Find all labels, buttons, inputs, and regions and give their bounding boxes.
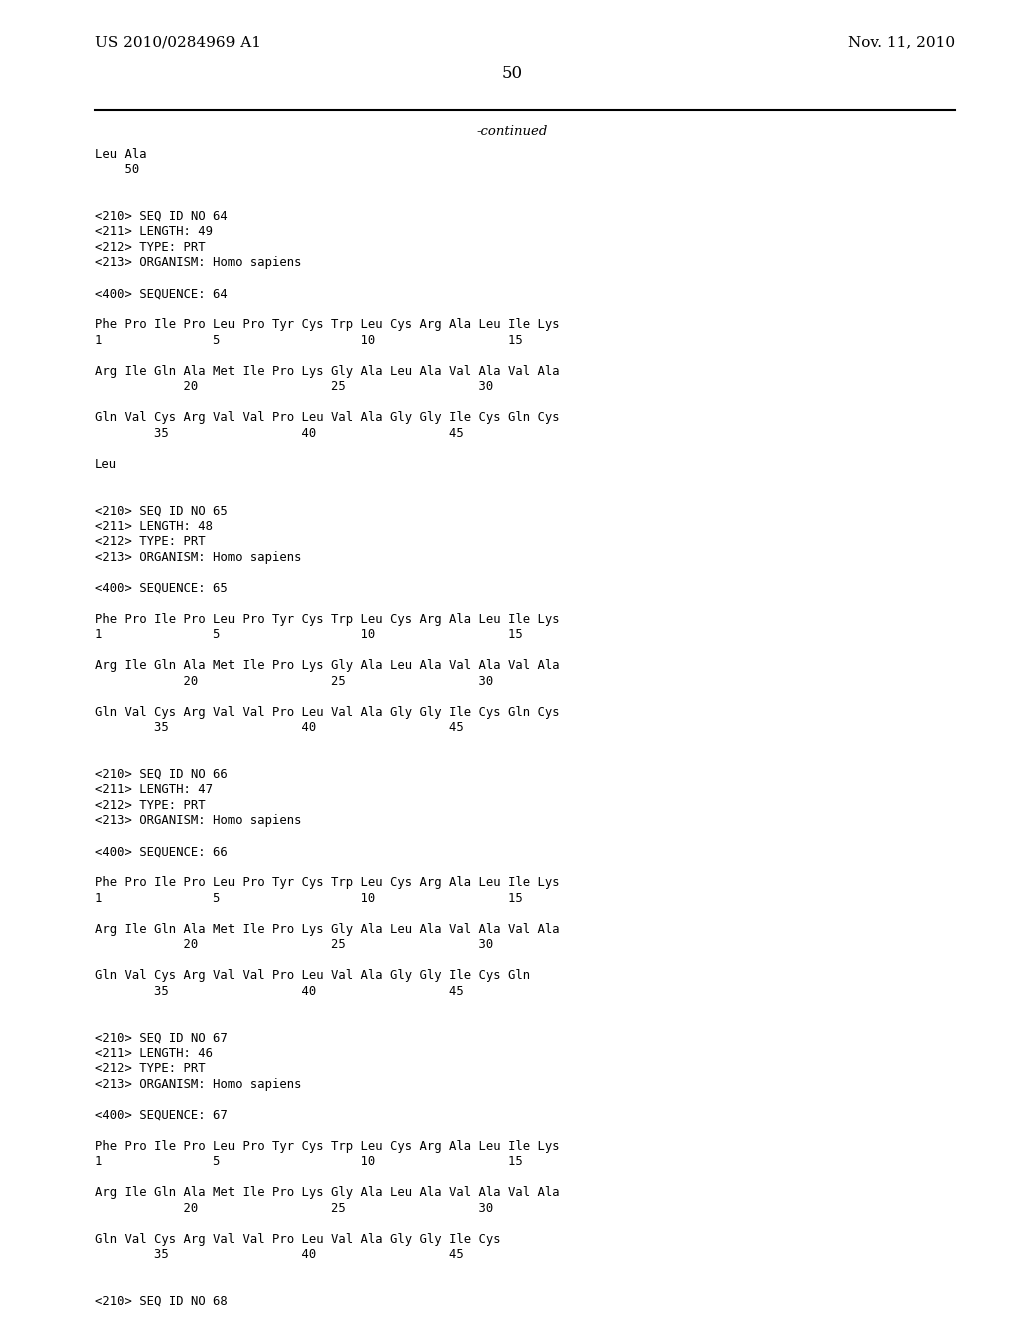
Text: <210> SEQ ID NO 67: <210> SEQ ID NO 67 bbox=[95, 1031, 227, 1044]
Text: <400> SEQUENCE: 67: <400> SEQUENCE: 67 bbox=[95, 1109, 227, 1122]
Text: <211> LENGTH: 46: <211> LENGTH: 46 bbox=[95, 1047, 213, 1060]
Text: 50: 50 bbox=[95, 164, 139, 177]
Text: Phe Pro Ile Pro Leu Pro Tyr Cys Trp Leu Cys Arg Ala Leu Ile Lys: Phe Pro Ile Pro Leu Pro Tyr Cys Trp Leu … bbox=[95, 876, 560, 890]
Text: Phe Pro Ile Pro Leu Pro Tyr Cys Trp Leu Cys Arg Ala Leu Ile Lys: Phe Pro Ile Pro Leu Pro Tyr Cys Trp Leu … bbox=[95, 318, 560, 331]
Text: Gln Val Cys Arg Val Val Pro Leu Val Ala Gly Gly Ile Cys Gln Cys: Gln Val Cys Arg Val Val Pro Leu Val Ala … bbox=[95, 412, 560, 425]
Text: <213> ORGANISM: Homo sapiens: <213> ORGANISM: Homo sapiens bbox=[95, 1078, 301, 1092]
Text: Leu Ala: Leu Ala bbox=[95, 148, 146, 161]
Text: <211> LENGTH: 49: <211> LENGTH: 49 bbox=[95, 226, 213, 239]
Text: <212> TYPE: PRT: <212> TYPE: PRT bbox=[95, 799, 206, 812]
Text: Arg Ile Gln Ala Met Ile Pro Lys Gly Ala Leu Ala Val Ala Val Ala: Arg Ile Gln Ala Met Ile Pro Lys Gly Ala … bbox=[95, 1187, 560, 1200]
Text: <212> TYPE: PRT: <212> TYPE: PRT bbox=[95, 536, 206, 549]
Text: US 2010/0284969 A1: US 2010/0284969 A1 bbox=[95, 36, 261, 49]
Text: <400> SEQUENCE: 64: <400> SEQUENCE: 64 bbox=[95, 288, 227, 301]
Text: -continued: -continued bbox=[476, 125, 548, 139]
Text: <400> SEQUENCE: 65: <400> SEQUENCE: 65 bbox=[95, 582, 227, 595]
Text: <210> SEQ ID NO 66: <210> SEQ ID NO 66 bbox=[95, 768, 227, 781]
Text: 20                  25                  30: 20 25 30 bbox=[95, 675, 494, 688]
Text: <210> SEQ ID NO 68: <210> SEQ ID NO 68 bbox=[95, 1295, 227, 1308]
Text: 35                  40                  45: 35 40 45 bbox=[95, 985, 464, 998]
Text: Arg Ile Gln Ala Met Ile Pro Lys Gly Ala Leu Ala Val Ala Val Ala: Arg Ile Gln Ala Met Ile Pro Lys Gly Ala … bbox=[95, 660, 560, 672]
Text: <400> SEQUENCE: 66: <400> SEQUENCE: 66 bbox=[95, 846, 227, 858]
Text: Leu: Leu bbox=[95, 458, 117, 471]
Text: Gln Val Cys Arg Val Val Pro Leu Val Ala Gly Gly Ile Cys: Gln Val Cys Arg Val Val Pro Leu Val Ala … bbox=[95, 1233, 501, 1246]
Text: 1               5                   10                  15: 1 5 10 15 bbox=[95, 628, 522, 642]
Text: Arg Ile Gln Ala Met Ile Pro Lys Gly Ala Leu Ala Val Ala Val Ala: Arg Ile Gln Ala Met Ile Pro Lys Gly Ala … bbox=[95, 366, 560, 378]
Text: 20                  25                  30: 20 25 30 bbox=[95, 380, 494, 393]
Text: <211> LENGTH: 47: <211> LENGTH: 47 bbox=[95, 784, 213, 796]
Text: 50: 50 bbox=[502, 65, 522, 82]
Text: 1               5                   10                  15: 1 5 10 15 bbox=[95, 334, 522, 347]
Text: Gln Val Cys Arg Val Val Pro Leu Val Ala Gly Gly Ile Cys Gln: Gln Val Cys Arg Val Val Pro Leu Val Ala … bbox=[95, 969, 530, 982]
Text: 1               5                   10                  15: 1 5 10 15 bbox=[95, 1155, 522, 1168]
Text: 20                  25                  30: 20 25 30 bbox=[95, 1203, 494, 1214]
Text: 35                  40                  45: 35 40 45 bbox=[95, 1249, 464, 1262]
Text: <212> TYPE: PRT: <212> TYPE: PRT bbox=[95, 1063, 206, 1076]
Text: 1               5                   10                  15: 1 5 10 15 bbox=[95, 892, 522, 906]
Text: Phe Pro Ile Pro Leu Pro Tyr Cys Trp Leu Cys Arg Ala Leu Ile Lys: Phe Pro Ile Pro Leu Pro Tyr Cys Trp Leu … bbox=[95, 1140, 560, 1152]
Text: 35                  40                  45: 35 40 45 bbox=[95, 722, 464, 734]
Text: <213> ORGANISM: Homo sapiens: <213> ORGANISM: Homo sapiens bbox=[95, 550, 301, 564]
Text: 35                  40                  45: 35 40 45 bbox=[95, 426, 464, 440]
Text: Phe Pro Ile Pro Leu Pro Tyr Cys Trp Leu Cys Arg Ala Leu Ile Lys: Phe Pro Ile Pro Leu Pro Tyr Cys Trp Leu … bbox=[95, 612, 560, 626]
Text: <213> ORGANISM: Homo sapiens: <213> ORGANISM: Homo sapiens bbox=[95, 814, 301, 828]
Text: Arg Ile Gln Ala Met Ile Pro Lys Gly Ala Leu Ala Val Ala Val Ala: Arg Ile Gln Ala Met Ile Pro Lys Gly Ala … bbox=[95, 923, 560, 936]
Text: <210> SEQ ID NO 64: <210> SEQ ID NO 64 bbox=[95, 210, 227, 223]
Text: <210> SEQ ID NO 65: <210> SEQ ID NO 65 bbox=[95, 504, 227, 517]
Text: <213> ORGANISM: Homo sapiens: <213> ORGANISM: Homo sapiens bbox=[95, 256, 301, 269]
Text: <211> LENGTH: 48: <211> LENGTH: 48 bbox=[95, 520, 213, 533]
Text: <212> TYPE: PRT: <212> TYPE: PRT bbox=[95, 242, 206, 253]
Text: Nov. 11, 2010: Nov. 11, 2010 bbox=[848, 36, 955, 49]
Text: 20                  25                  30: 20 25 30 bbox=[95, 939, 494, 952]
Text: Gln Val Cys Arg Val Val Pro Leu Val Ala Gly Gly Ile Cys Gln Cys: Gln Val Cys Arg Val Val Pro Leu Val Ala … bbox=[95, 706, 560, 719]
